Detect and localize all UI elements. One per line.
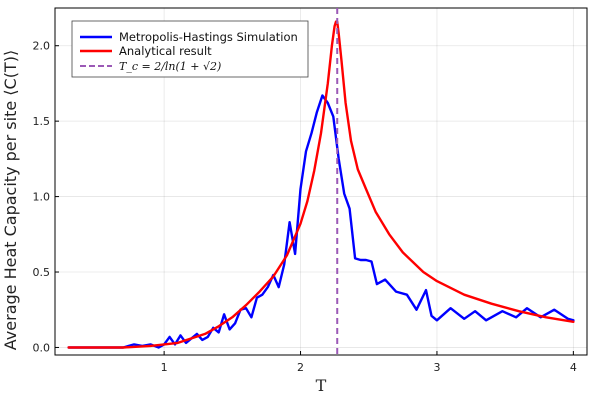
y-tick-label: 0.0 (33, 341, 51, 354)
legend-label-critical-temperature: T_c = 2/ln(1 + √2) (119, 60, 221, 73)
x-tick-label: 4 (570, 361, 577, 374)
y-tick-label: 1.5 (33, 115, 51, 128)
legend-box (71, 20, 309, 78)
series-line-simulation (67, 94, 575, 349)
y-tick-label: 2.0 (33, 40, 51, 53)
x-tick-label: 3 (433, 361, 440, 374)
series-line-analytical (67, 20, 575, 349)
legend: Metropolis-Hastings Simulation Analytica… (71, 20, 309, 78)
y-axis-title: Average Heat Capacity per site ⟨C(T)⟩ (1, 50, 20, 350)
y-tick-label: 0.5 (33, 266, 51, 279)
x-axis-title: T (316, 376, 327, 395)
axis-ticks: 1 2 3 4 0.0 0.5 1.0 1.5 2.0 (33, 40, 577, 374)
x-tick-label: 1 (161, 361, 168, 374)
plot-frame (54, 7, 588, 356)
series-lines (67, 20, 575, 349)
y-tick-label: 1.0 (33, 191, 51, 204)
legend-label-analytical: Analytical result (119, 44, 212, 58)
legend-label-simulation: Metropolis-Hastings Simulation (119, 30, 298, 44)
x-tick-label: 2 (297, 361, 304, 374)
